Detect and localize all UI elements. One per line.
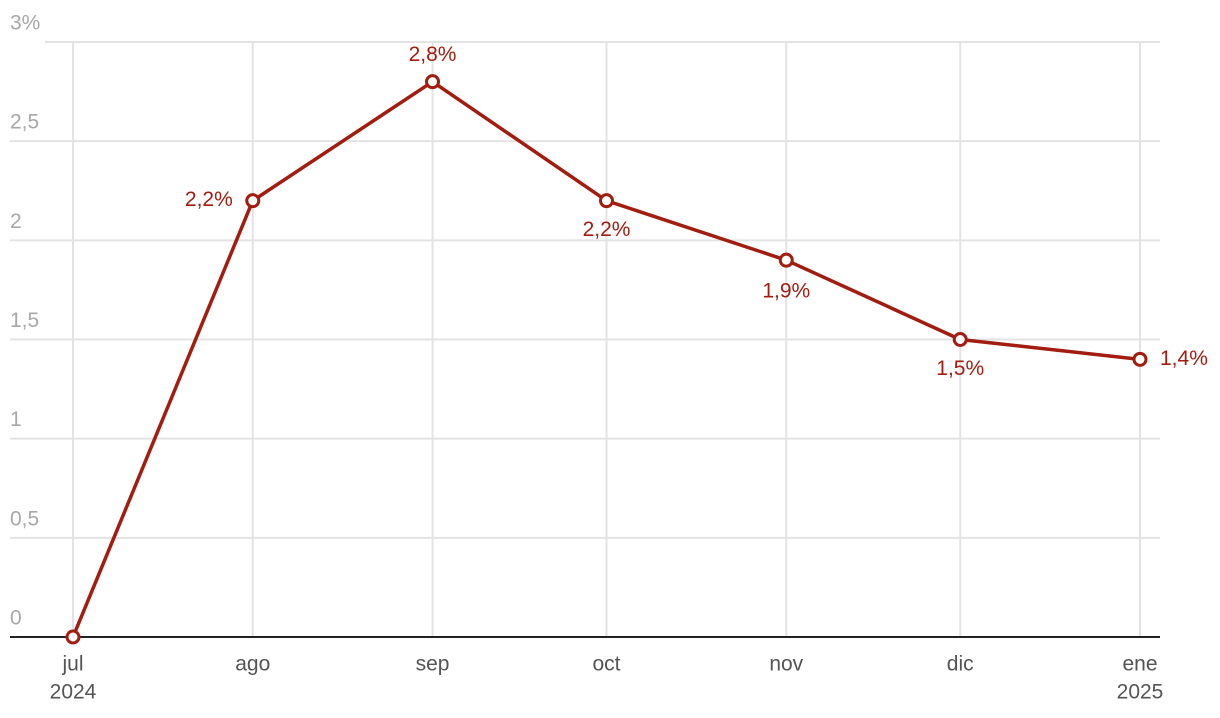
- x-tick-label: ene: [1122, 653, 1157, 676]
- y-tick-label: 0: [10, 607, 22, 630]
- y-tick-label: 1: [10, 408, 22, 431]
- data-point: [952, 332, 968, 347]
- y-tick-label: 2: [10, 210, 22, 233]
- x-tick-label: sep: [416, 653, 450, 676]
- y-tick-label: 2,5: [10, 111, 39, 134]
- data-point: [778, 252, 794, 268]
- x-tick-label: oct: [592, 653, 620, 676]
- data-point: [599, 193, 614, 209]
- data-label: 2,2%: [185, 188, 233, 211]
- x-tick-label: 2024: [50, 681, 97, 704]
- x-tick-label: 2025: [1117, 681, 1164, 704]
- data-label: 1,4%: [1160, 347, 1208, 370]
- data-label: 2,8%: [409, 43, 457, 66]
- y-tick-label: 3%: [10, 12, 40, 35]
- x-tick-label: ago: [235, 653, 270, 676]
- x-tick-label: nov: [769, 653, 803, 676]
- y-tick-label: 0,5: [10, 507, 39, 530]
- data-label: 2,2%: [583, 218, 631, 241]
- data-point: [65, 629, 81, 645]
- data-point: [1132, 351, 1148, 367]
- data-label: 1,5%: [936, 357, 984, 380]
- data-point: [425, 74, 441, 90]
- x-tick-label: dic: [947, 653, 974, 676]
- x-tick-label: jul: [61, 653, 83, 676]
- data-point: [245, 193, 261, 209]
- y-tick-label: 1,5: [10, 309, 39, 332]
- data-label: 1,9%: [762, 280, 810, 303]
